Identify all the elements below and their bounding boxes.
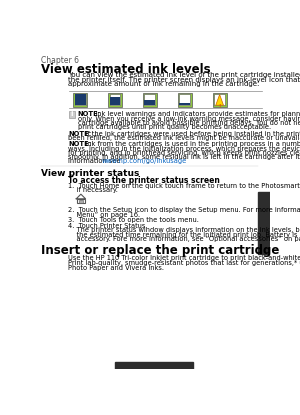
Text: if necessary.: if necessary.: [68, 187, 118, 193]
Bar: [179, 103, 190, 105]
Text: smoothly. In addition, some residual ink is left in the cartridge after it is us: smoothly. In addition, some residual ink…: [68, 154, 300, 160]
Bar: [68, 111, 75, 117]
Bar: [115, 361, 193, 369]
Text: The printer status window displays information on the ink levels, battery status: The printer status window displays infor…: [68, 227, 300, 233]
Text: only. When you receive a low-ink warning message, consider having a replacement: only. When you receive a low-ink warning…: [78, 116, 300, 122]
Text: ways, including in the initialization process, which prepares the device and car: ways, including in the initialization pr…: [68, 146, 300, 151]
Bar: [145, 95, 155, 105]
Text: Photo Paper and Vivera Inks.: Photo Paper and Vivera Inks.: [68, 265, 164, 271]
Bar: [73, 93, 87, 107]
Text: Ink from the cartridges is used in the printing process in a number of different: Ink from the cartridges is used in the p…: [79, 142, 300, 147]
Bar: [110, 95, 120, 105]
Bar: [108, 93, 122, 107]
Text: Print lab-quality, smudge-resistant photos that last for generations,* using HP : Print lab-quality, smudge-resistant phot…: [68, 260, 300, 266]
Text: Insert or replace the print cartridge: Insert or replace the print cartridge: [41, 244, 280, 257]
Bar: [110, 97, 120, 105]
Text: 1.  Touch Home on the quick touch frame to return to the Photosmart Express menu: 1. Touch Home on the quick touch frame t…: [68, 183, 300, 189]
Bar: [75, 95, 86, 105]
Bar: [75, 95, 86, 105]
Text: Menu” on page 16.: Menu” on page 16.: [68, 212, 141, 217]
Bar: [145, 100, 155, 105]
Text: NOTE:: NOTE:: [68, 131, 92, 137]
Text: information see: information see: [68, 159, 123, 164]
Text: print cartridges until print quality becomes unacceptable.: print cartridges until print quality bec…: [78, 124, 271, 130]
Text: Ink level warnings and indicators provide estimates for planning purposes: Ink level warnings and indicators provid…: [89, 111, 300, 117]
Text: View estimated ink levels: View estimated ink levels: [41, 63, 211, 76]
Text: accessory. Fore more information, see “Optional accessories” on page 20.: accessory. Fore more information, see “O…: [68, 236, 300, 242]
Text: To access the printer status screen: To access the printer status screen: [68, 176, 220, 186]
Bar: [213, 93, 226, 107]
Bar: [178, 93, 192, 107]
Bar: [77, 199, 85, 203]
Text: approximate amount of ink remaining in the cartridge:: approximate amount of ink remaining in t…: [68, 81, 260, 88]
Text: Chapter 6: Chapter 6: [41, 56, 80, 65]
Text: 2.  Touch the Setup icon to display the Setup menu. For more information, see “S: 2. Touch the Setup icon to display the S…: [68, 207, 300, 213]
Text: 3.  Touch Tools to open the tools menu.: 3. Touch Tools to open the tools menu.: [68, 217, 200, 223]
Text: NOTE:: NOTE:: [78, 111, 101, 117]
Text: for printing, and in printhead servicing, which keeps print nozzles clear and in: for printing, and in printhead servicing…: [68, 150, 300, 156]
Bar: [214, 95, 225, 105]
Polygon shape: [216, 95, 224, 105]
Bar: [258, 192, 270, 254]
Text: Use the HP 110 Tri-color Inkjet print cartridge to print black-and-white and col: Use the HP 110 Tri-color Inkjet print ca…: [68, 255, 300, 261]
Bar: [179, 95, 190, 105]
Text: You can view the estimated ink level of the print cartridge installed in the pri: You can view the estimated ink level of …: [68, 72, 300, 78]
Bar: [143, 93, 157, 107]
Text: the printer itself. The printer screen displays an ink-level icon that shows the: the printer itself. The printer screen d…: [68, 77, 300, 83]
Text: the estimated time remaining for the initiated print job. Battery is an optional: the estimated time remaining for the ini…: [68, 232, 300, 237]
Text: !: !: [218, 104, 221, 109]
Text: If the ink cartridges were used before being installed in the printer, or have: If the ink cartridges were used before b…: [79, 131, 300, 137]
Text: www.hp.com/go/inkusage: www.hp.com/go/inkusage: [101, 159, 187, 164]
Text: 4.  Touch Printer Status.: 4. Touch Printer Status.: [68, 223, 148, 229]
Text: been refilled, the estimated ink levels might be inaccurate or unavailable.: been refilled, the estimated ink levels …: [68, 135, 300, 141]
Text: i: i: [70, 112, 73, 117]
Text: .: .: [146, 159, 149, 164]
Text: NOTE:: NOTE:: [68, 142, 92, 147]
Bar: [79, 200, 83, 203]
Text: cartridge available to avoid possible printing delays. You do not need to replac: cartridge available to avoid possible pr…: [78, 120, 300, 126]
Text: View printer status: View printer status: [41, 169, 140, 178]
